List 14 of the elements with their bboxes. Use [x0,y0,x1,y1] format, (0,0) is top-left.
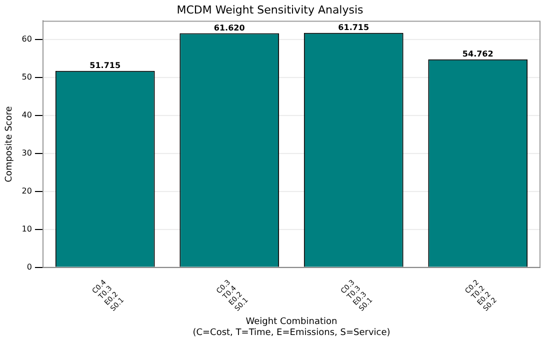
chart-title: MCDM Weight Sensitivity Analysis [176,3,364,16]
data-label: 61.620 [214,23,246,32]
y-tick-label: 60 [22,34,32,44]
data-label: 54.762 [462,49,494,58]
y-tick-label: 10 [22,224,32,234]
x-axis-title: Weight Combination (C=Cost, T=Time, E=Emissions, S=Service) [192,317,390,338]
data-label: 51.715 [90,60,121,70]
y-tick-label: 20 [22,186,32,196]
data-label: 61.715 [338,22,370,32]
y-axis-title: Composite Score [4,106,15,182]
y-tick-label: 50 [22,72,32,82]
y-tick-label: 40 [22,110,32,120]
y-tick-label: 30 [22,148,32,158]
y-tick-label: 0 [26,262,32,272]
